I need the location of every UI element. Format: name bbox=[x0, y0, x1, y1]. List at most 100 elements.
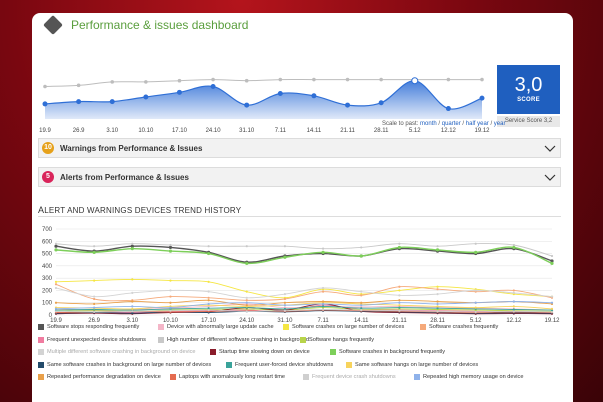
series-point bbox=[245, 245, 248, 248]
series-point bbox=[360, 290, 363, 293]
series-point bbox=[360, 294, 363, 297]
series-point bbox=[360, 304, 363, 307]
reference-point bbox=[345, 77, 350, 82]
series-point bbox=[93, 310, 96, 314]
series-point bbox=[474, 301, 477, 304]
series-point bbox=[512, 308, 515, 311]
scale-option-year[interactable]: year bbox=[493, 121, 506, 127]
legend-item[interactable]: Frequent device crash shutdowns bbox=[303, 374, 396, 380]
series-point bbox=[93, 306, 96, 309]
alerts-accordion[interactable]: 5 Alerts from Performance & Issues bbox=[38, 167, 561, 187]
legend-item[interactable]: Software hangs frequently bbox=[300, 336, 374, 343]
warnings-count-badge: 10 bbox=[42, 142, 54, 154]
scale-option-month[interactable]: month bbox=[420, 121, 437, 127]
series-point bbox=[131, 310, 134, 313]
series-point bbox=[130, 244, 134, 248]
series-point bbox=[283, 245, 287, 248]
legend-swatch bbox=[38, 374, 44, 380]
legend-item[interactable]: Frequent unexpected device shutdowns bbox=[38, 336, 146, 343]
series-point bbox=[130, 247, 134, 251]
chevron-down-icon[interactable] bbox=[544, 143, 556, 153]
legend-item[interactable]: Software crashes frequently bbox=[420, 324, 498, 330]
series-point bbox=[93, 295, 96, 298]
page-title: Performance & issues dashboard bbox=[71, 18, 249, 32]
legend-swatch bbox=[170, 374, 176, 380]
legend-item[interactable]: Startup time slowing down on device bbox=[210, 349, 310, 355]
legend-item[interactable]: Repeated performance degradation on devi… bbox=[38, 374, 161, 380]
x-tick-label: 28.11 bbox=[374, 128, 389, 134]
series-point bbox=[207, 302, 210, 306]
x-tick-label: 21.11 bbox=[340, 128, 355, 134]
series-point bbox=[321, 286, 325, 290]
legend-item[interactable]: Frequent user-forced device shutdowns bbox=[226, 361, 334, 368]
scale-option-quarter[interactable]: quarter bbox=[441, 121, 461, 127]
series-point bbox=[550, 259, 554, 263]
legend-item[interactable]: Software crashes on large number of devi… bbox=[283, 324, 404, 330]
score-point bbox=[42, 101, 48, 107]
series-point bbox=[550, 307, 554, 310]
series-point bbox=[169, 306, 172, 309]
series-point bbox=[512, 310, 515, 313]
series-point bbox=[131, 307, 134, 310]
scale-selector: Scale to past: month / quarter / half ye… bbox=[382, 121, 506, 127]
legend-swatch bbox=[283, 324, 289, 330]
chevron-down-icon[interactable] bbox=[544, 172, 556, 182]
series-point bbox=[360, 308, 363, 312]
score-point bbox=[109, 99, 115, 105]
legend-label: High number of different software crashi… bbox=[167, 336, 309, 343]
score-label: SCORE bbox=[517, 97, 540, 103]
legend-label: Repeated high memory usage on device bbox=[423, 374, 524, 380]
y-tick-label: 700 bbox=[42, 227, 53, 233]
score-point bbox=[76, 99, 82, 105]
series-point bbox=[168, 249, 173, 253]
legend-item[interactable]: Laptops with anomalously long restart ti… bbox=[170, 374, 285, 380]
alerts-count-badge: 5 bbox=[42, 171, 54, 183]
legend-label: Multiple different software crashing in … bbox=[47, 349, 196, 355]
x-tick-label: 19.9 bbox=[50, 318, 62, 323]
series-point bbox=[436, 300, 439, 303]
warnings-accordion[interactable]: 10 Warnings from Performance & Issues bbox=[38, 138, 561, 158]
legend-item[interactable]: Software stops responding frequently bbox=[38, 324, 139, 330]
series-point bbox=[474, 250, 478, 254]
series-point bbox=[436, 245, 439, 248]
series-point bbox=[398, 301, 401, 304]
score-point bbox=[311, 93, 317, 99]
x-tick-label: 19.12 bbox=[474, 128, 490, 134]
series-point bbox=[169, 295, 172, 298]
legend-item[interactable]: Same software hangs on large number of d… bbox=[346, 361, 478, 368]
legend-label: Laptops with anomalously long restart ti… bbox=[179, 374, 286, 380]
x-tick-label: 19.12 bbox=[544, 318, 560, 323]
series-point bbox=[512, 305, 515, 308]
legend-item[interactable]: Software crashes in background frequentl… bbox=[330, 349, 445, 355]
legend-swatch bbox=[226, 361, 232, 368]
series-point bbox=[321, 305, 325, 308]
legend-item[interactable]: Same software crashes in background on l… bbox=[38, 361, 211, 368]
legend-item[interactable]: Device with abnormally large update cach… bbox=[158, 324, 274, 330]
series-point bbox=[398, 289, 401, 292]
x-tick-label: 7.11 bbox=[275, 128, 287, 134]
series-line bbox=[55, 303, 553, 315]
y-tick-label: 400 bbox=[42, 264, 53, 270]
legend-label: Frequent user-forced device shutdowns bbox=[235, 361, 334, 368]
legend-item[interactable]: Repeated high memory usage on device bbox=[414, 374, 523, 380]
legend-label: Repeated performance degradation on devi… bbox=[47, 374, 161, 380]
series-point bbox=[54, 310, 58, 313]
series-point bbox=[321, 300, 325, 303]
x-tick-label: 28.11 bbox=[430, 318, 445, 323]
series-line bbox=[55, 309, 553, 313]
x-tick-label: 3.10 bbox=[106, 128, 118, 134]
legend-swatch bbox=[346, 361, 352, 368]
series-line bbox=[55, 310, 553, 314]
series-point bbox=[283, 309, 287, 312]
series-point bbox=[169, 301, 172, 304]
reference-point bbox=[244, 78, 249, 83]
series-point bbox=[54, 286, 58, 290]
series-point bbox=[512, 291, 515, 294]
legend-item[interactable]: High number of different software crashi… bbox=[158, 336, 309, 343]
series-point bbox=[54, 283, 58, 286]
x-tick-label: 21.11 bbox=[392, 318, 407, 323]
scale-option-half-year[interactable]: half year bbox=[465, 121, 489, 127]
legend-item[interactable]: Multiple different software crashing in … bbox=[38, 349, 196, 355]
score-card: 3,0 SCORE bbox=[497, 65, 560, 114]
reference-point bbox=[144, 80, 148, 84]
